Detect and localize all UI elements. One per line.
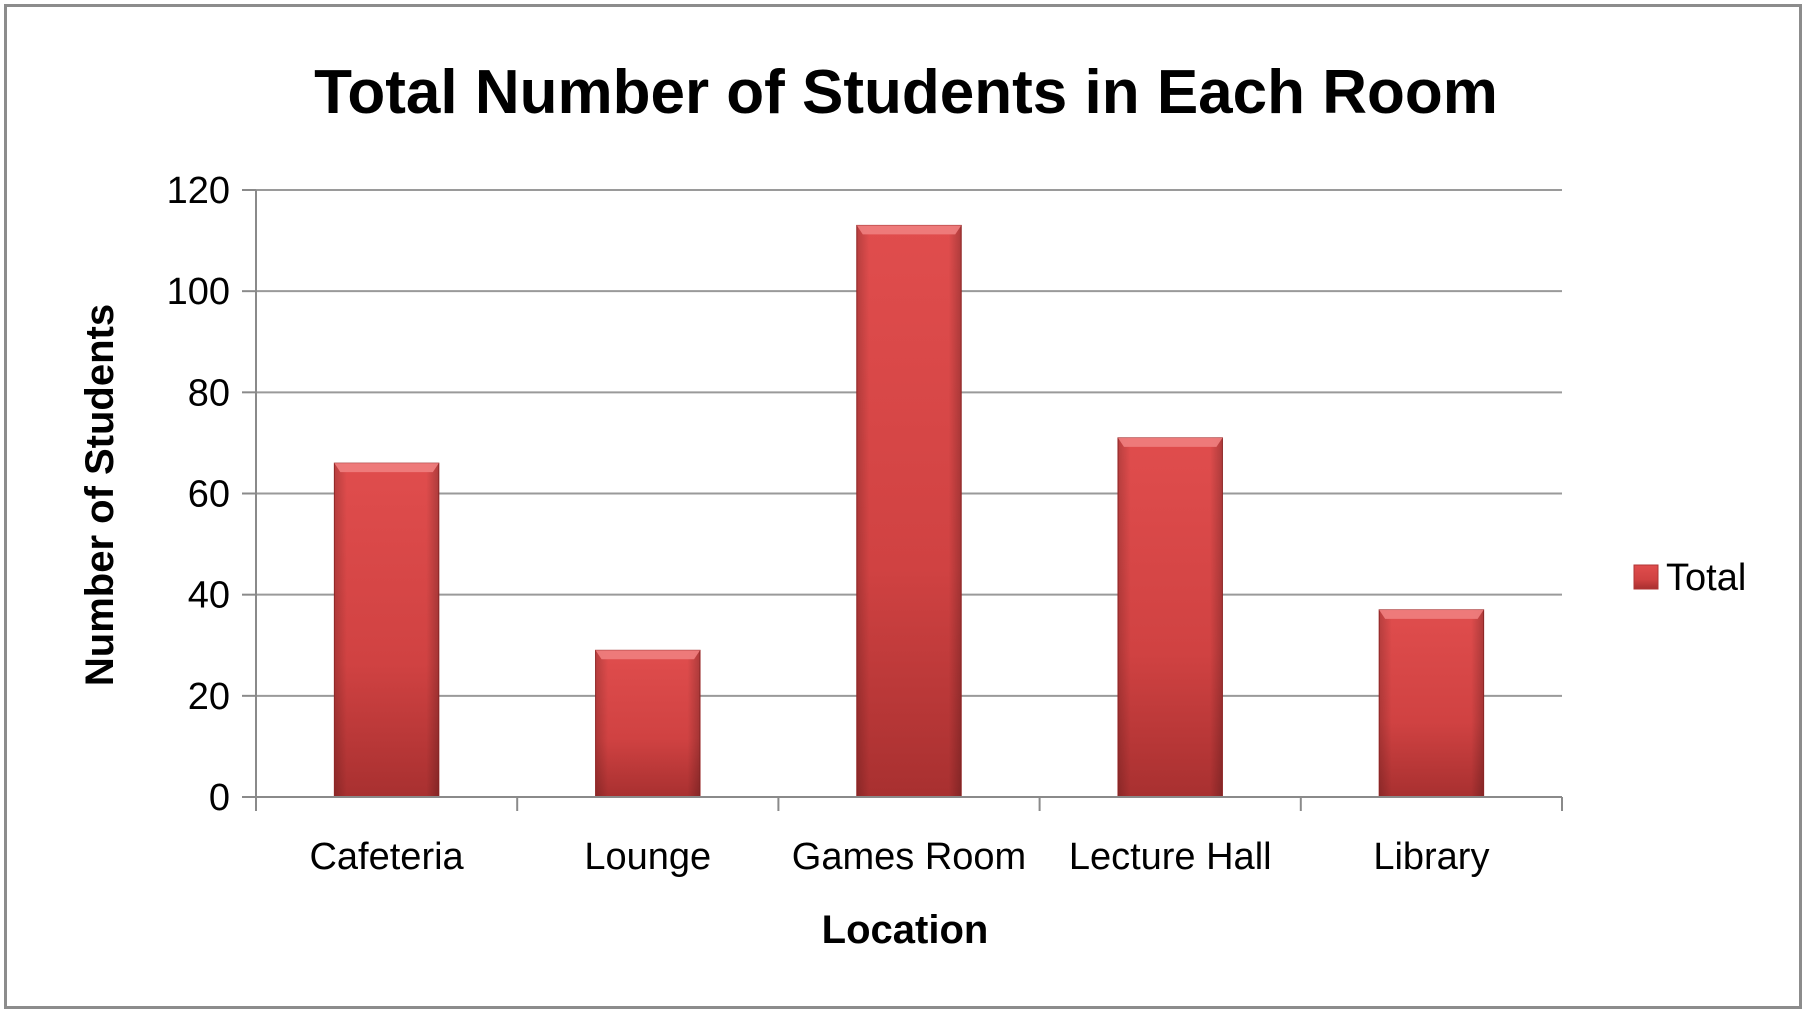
bar-games-room [856,224,962,798]
bar-cafeteria [333,462,440,798]
legend: Total [1633,557,1746,599]
y-axis-label: Number of Students [78,304,122,686]
bar-top-bevel [595,650,701,660]
axes [255,190,1563,811]
bar-top-bevel [856,225,962,235]
x-tick-label: Library [1373,836,1489,878]
bars [333,224,1485,798]
x-tick-label: Cafeteria [309,836,464,878]
bar-top-bevel [1117,437,1223,447]
y-tick-label: 100 [167,271,230,313]
y-tick-label: 60 [188,474,230,516]
bar-library [1378,609,1485,798]
legend-swatch [1633,564,1659,590]
bar-shading [1379,609,1484,797]
bar-lounge [595,649,701,798]
y-tick-label: 80 [188,372,230,414]
y-tick-label: 120 [167,170,230,212]
y-tick-labels: 0 20 40 60 80 100 120 [167,170,230,819]
bar-shading [1117,437,1223,797]
x-tick-label: Lecture Hall [1069,836,1272,878]
bar-top-bevel [1379,609,1484,619]
y-tick-label: 40 [188,575,230,617]
bar-shading [856,225,962,798]
y-tick-label: 20 [188,676,230,718]
bar-shading [334,463,439,797]
x-tick-label: Lounge [584,836,711,878]
x-tick-labels: Cafeteria Lounge Games Room Lecture Hall Lib… [309,836,1489,878]
chart-frame: Total Number of Students in Each Room 0 2… [4,4,1802,1009]
bar-lecture-hall [1117,437,1223,798]
legend-label: Total [1666,557,1746,599]
chart-title: Total Number of Students in Each Room [314,58,1498,127]
x-axis-label: Location [822,908,989,952]
bar-shading [595,650,701,797]
y-tick-label: 0 [209,777,230,819]
bar-chart: Total Number of Students in Each Room 0 2… [78,58,1746,952]
bar-top-bevel [334,463,439,473]
x-tick-label: Games Room [792,836,1026,878]
